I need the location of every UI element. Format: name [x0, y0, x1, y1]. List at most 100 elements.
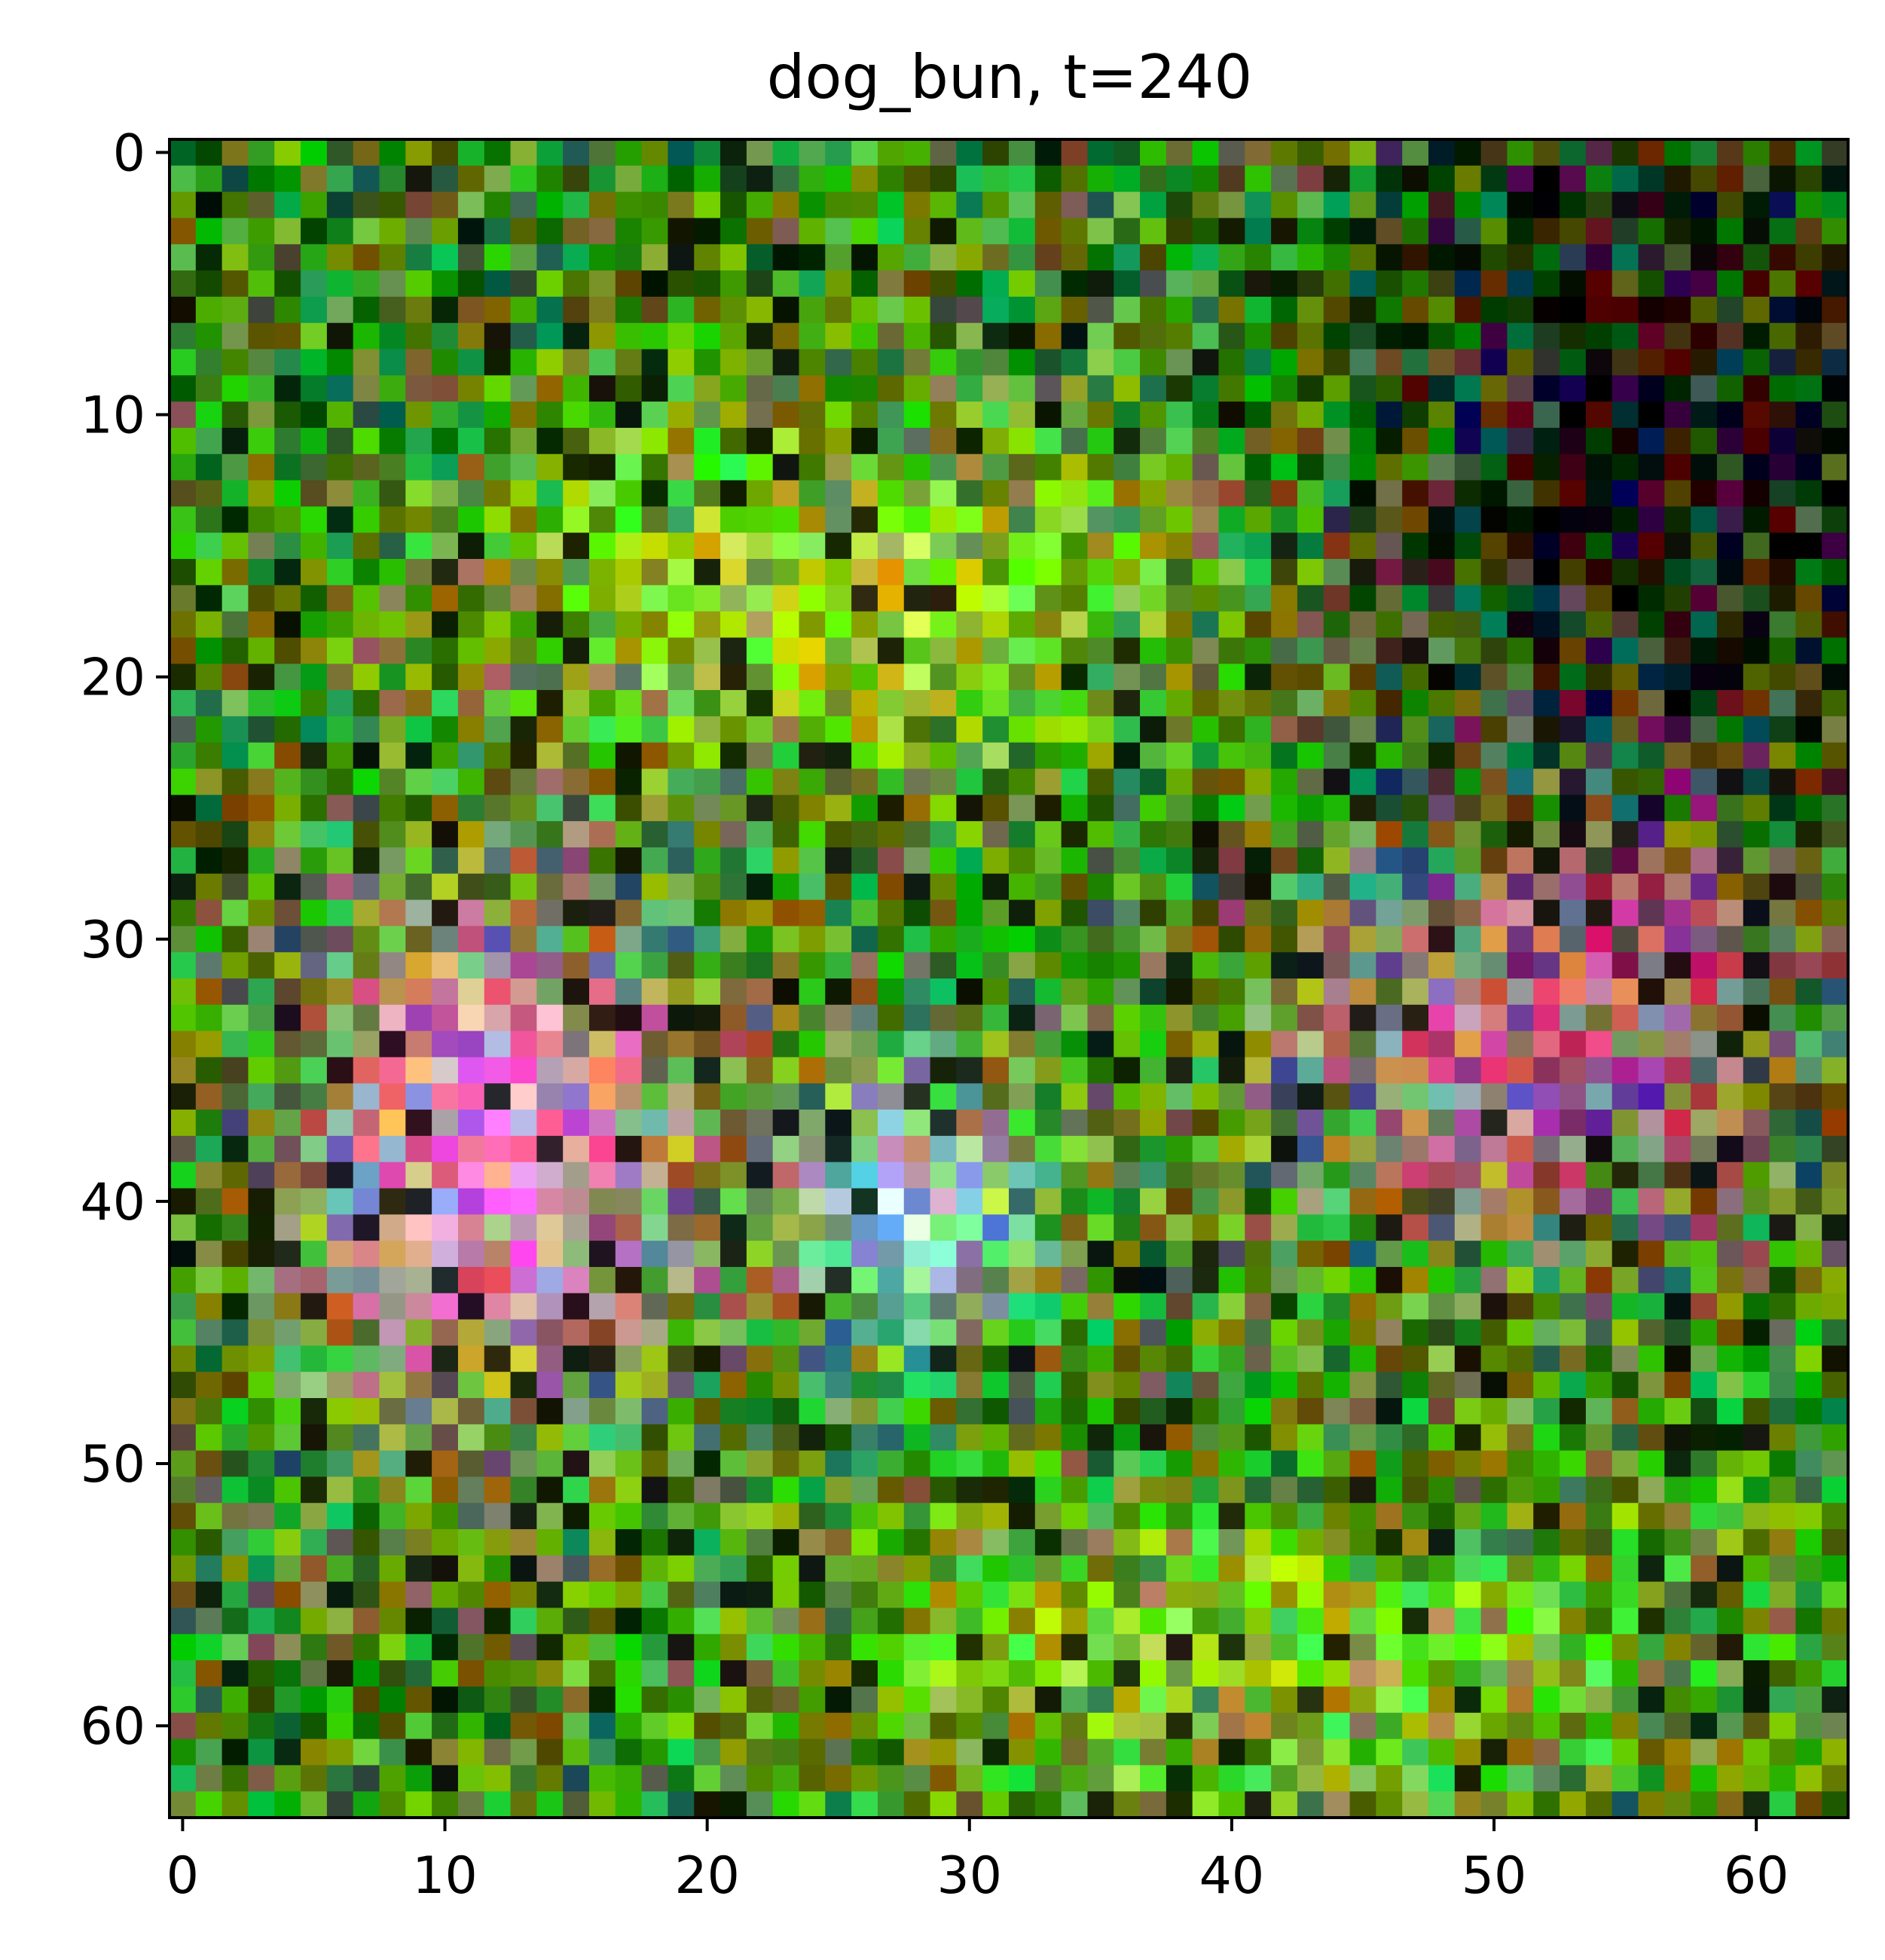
image-pixel — [510, 690, 537, 717]
image-pixel — [248, 1266, 275, 1294]
image-pixel — [1664, 506, 1691, 533]
image-pixel — [170, 899, 197, 927]
image-pixel — [668, 847, 695, 875]
image-pixel — [1664, 926, 1691, 953]
image-pixel — [903, 1214, 931, 1241]
image-pixel — [301, 1791, 328, 1818]
image-pixel — [1034, 1791, 1062, 1818]
image-pixel — [536, 1739, 564, 1766]
image-pixel — [1822, 1110, 1849, 1137]
image-pixel — [274, 191, 301, 219]
image-pixel — [563, 1712, 590, 1740]
image-pixel — [1716, 952, 1744, 979]
image-pixel — [772, 1529, 800, 1556]
image-pixel — [1769, 139, 1796, 166]
image-pixel — [1087, 1345, 1114, 1372]
image-pixel — [1034, 139, 1062, 166]
image-pixel — [301, 1739, 328, 1766]
image-pixel — [1087, 1004, 1114, 1032]
image-pixel — [903, 926, 931, 953]
image-pixel — [563, 1398, 590, 1425]
image-pixel — [956, 1162, 983, 1189]
image-pixel — [1245, 559, 1272, 586]
image-pixel — [1376, 1476, 1403, 1504]
image-pixel — [195, 1503, 223, 1530]
image-pixel — [1271, 742, 1298, 770]
image-pixel — [1140, 139, 1167, 166]
image-pixel — [615, 847, 643, 875]
image-pixel — [1245, 506, 1272, 533]
image-pixel — [1822, 585, 1849, 612]
image-pixel — [274, 322, 301, 350]
image-pixel — [746, 1319, 774, 1346]
image-pixel — [1585, 1424, 1613, 1452]
image-pixel — [195, 506, 223, 533]
image-pixel — [851, 244, 878, 271]
image-pixel — [510, 1555, 537, 1583]
image-pixel — [720, 1739, 747, 1766]
image-pixel — [694, 1293, 721, 1320]
image-pixel — [1140, 1110, 1167, 1137]
image-pixel — [1271, 322, 1298, 350]
image-pixel — [1245, 427, 1272, 455]
image-pixel — [1533, 847, 1560, 875]
image-pixel — [1585, 768, 1613, 795]
image-pixel — [1769, 1057, 1796, 1084]
image-pixel — [248, 506, 275, 533]
image-pixel — [1743, 821, 1770, 848]
image-pixel — [1691, 1398, 1718, 1425]
image-pixel — [956, 1503, 983, 1530]
image-pixel — [1638, 322, 1665, 350]
image-pixel — [432, 139, 459, 166]
image-pixel — [1245, 322, 1272, 350]
image-pixel — [301, 1634, 328, 1661]
image-pixel — [1402, 1581, 1429, 1609]
image-pixel — [694, 1135, 721, 1163]
image-pixel — [1349, 1450, 1376, 1478]
image-pixel — [1218, 375, 1245, 402]
image-pixel — [930, 847, 957, 875]
image-pixel — [195, 742, 223, 770]
image-pixel — [982, 1293, 1010, 1320]
image-pixel — [1795, 1214, 1822, 1241]
image-pixel — [1454, 191, 1482, 219]
image-pixel — [248, 1241, 275, 1268]
image-pixel — [1009, 1057, 1036, 1084]
image-pixel — [930, 401, 957, 429]
image-pixel — [170, 1634, 197, 1661]
image-pixel — [379, 742, 406, 770]
image-pixel — [930, 611, 957, 639]
image-pixel — [1533, 1293, 1560, 1320]
image-pixel — [1061, 1634, 1089, 1661]
image-pixel — [221, 1791, 249, 1818]
image-pixel — [615, 480, 643, 507]
image-pixel — [1349, 1555, 1376, 1583]
image-pixel — [615, 533, 643, 560]
image-pixel — [536, 926, 564, 953]
image-pixel — [641, 1476, 669, 1504]
image-pixel — [379, 1686, 406, 1714]
image-pixel — [510, 453, 537, 481]
image-pixel — [772, 716, 800, 743]
image-pixel — [720, 1555, 747, 1583]
image-pixel — [1218, 191, 1245, 219]
image-pixel — [1585, 244, 1613, 271]
image-pixel — [1507, 533, 1534, 560]
image-pixel — [1533, 926, 1560, 953]
image-pixel — [930, 1660, 957, 1687]
image-pixel — [1034, 690, 1062, 717]
image-pixel — [326, 1765, 354, 1792]
image-pixel — [221, 768, 249, 795]
image-pixel — [1271, 873, 1298, 901]
image-pixel — [1822, 821, 1849, 848]
image-pixel — [930, 716, 957, 743]
image-pixel — [799, 1135, 826, 1163]
image-pixel — [877, 742, 905, 770]
image-pixel — [1140, 1607, 1167, 1635]
image-pixel — [956, 165, 983, 193]
image-pixel — [1140, 1739, 1167, 1766]
image-pixel — [1349, 375, 1376, 402]
image-pixel — [1087, 768, 1114, 795]
image-pixel — [930, 1293, 957, 1320]
image-pixel — [1638, 716, 1665, 743]
